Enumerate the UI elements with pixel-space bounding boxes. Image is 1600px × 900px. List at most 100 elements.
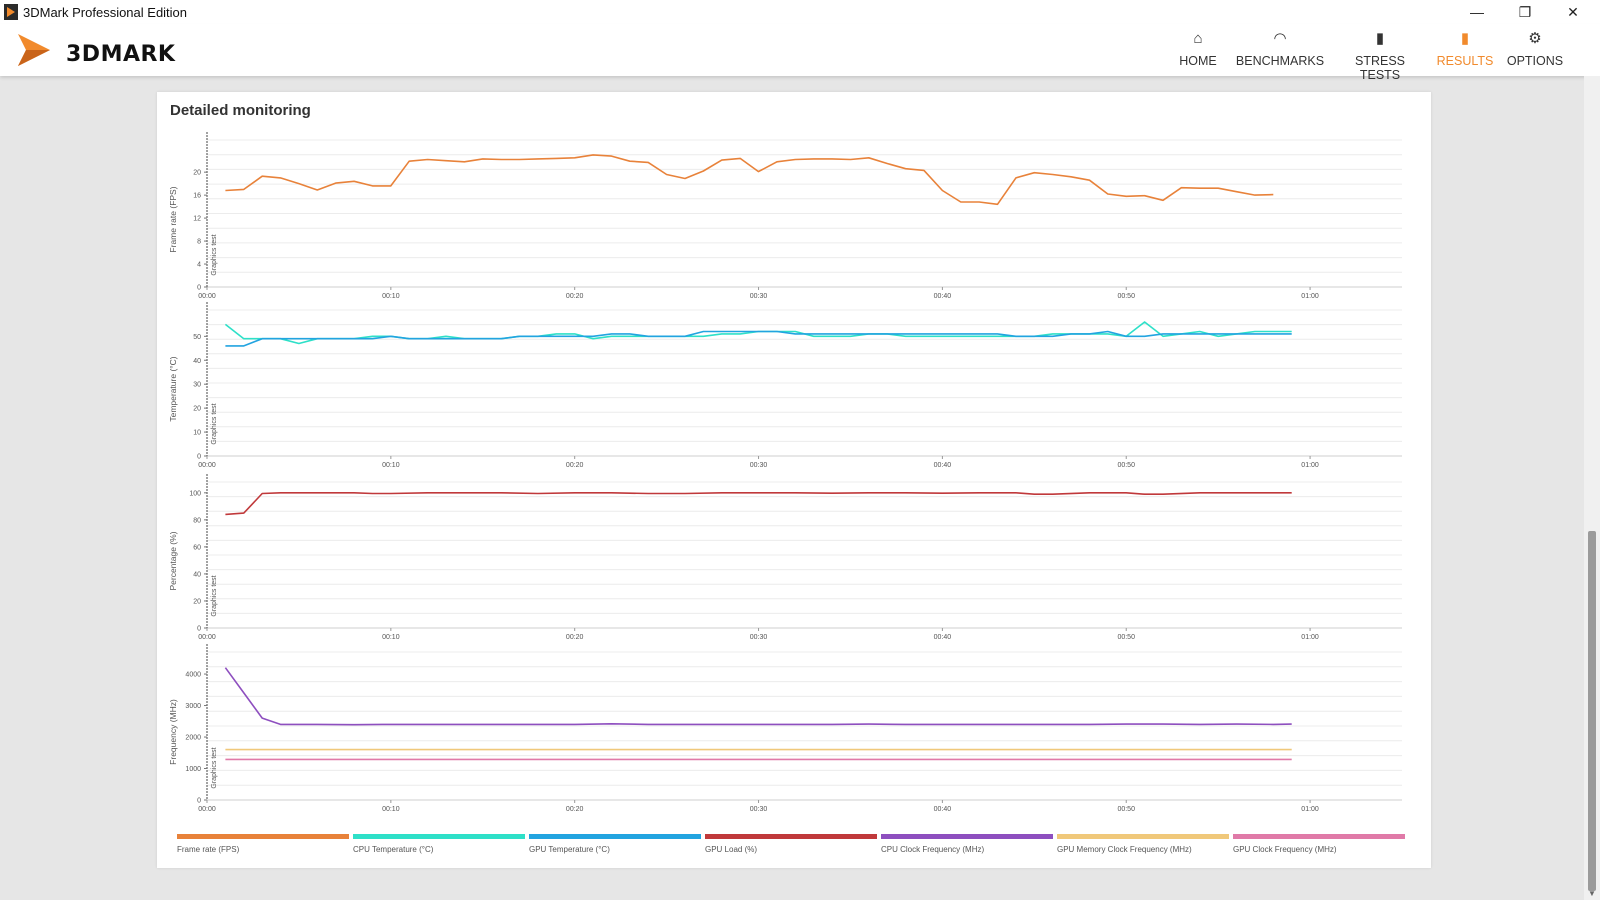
- legend-item[interactable]: GPU Temperature (°C): [529, 834, 701, 854]
- y-axis-label: Frame rate (FPS): [168, 186, 178, 252]
- x-tick-label: 01:00: [1301, 634, 1319, 641]
- x-tick-label: 00:50: [1117, 634, 1135, 641]
- y-tick-label: 10: [193, 430, 201, 437]
- band-label: Graphics test: [211, 403, 218, 444]
- x-tick-label: 00:30: [750, 634, 768, 641]
- nav-stress-tests-label: STRESS TESTS: [1354, 54, 1405, 82]
- legend-item[interactable]: Frame rate (FPS): [177, 834, 349, 854]
- x-tick-label: 00:40: [934, 806, 952, 813]
- y-tick-label: 100: [189, 490, 201, 497]
- nav-benchmarks[interactable]: ◠ BENCHMARKS: [1234, 28, 1326, 68]
- x-tick-label: 01:00: [1301, 806, 1319, 813]
- y-axis-label: Frequency (MHz): [168, 699, 178, 765]
- series-line: [225, 330, 1292, 347]
- app-icon: [4, 4, 18, 20]
- band-label: Graphics test: [211, 234, 218, 275]
- nav-options-label: OPTIONS: [1506, 54, 1564, 68]
- detailed-monitoring-panel: Detailed monitoring 0 4 8 12 16 20 00:00 00:10 0…: [157, 92, 1431, 868]
- x-tick-label: 00:50: [1117, 806, 1135, 813]
- legend-swatch: [177, 834, 349, 839]
- logo-chevron-icon: [18, 34, 50, 66]
- nav-home[interactable]: ⌂ HOME: [1174, 28, 1222, 68]
- legend-item[interactable]: GPU Memory Clock Frequency (MHz): [1057, 834, 1229, 854]
- nav-benchmarks-label: BENCHMARKS: [1235, 54, 1325, 68]
- y-tick-label: 16: [193, 193, 201, 200]
- legend-label: CPU Temperature (°C): [353, 845, 434, 854]
- x-tick-label: 00:40: [934, 462, 952, 469]
- scroll-down-arrow-icon[interactable]: ▼: [1588, 889, 1596, 898]
- results-icon: ▮: [1460, 30, 1470, 47]
- series-line: [224, 667, 1292, 726]
- legend-item[interactable]: CPU Clock Frequency (MHz): [881, 834, 1053, 854]
- legend-label: GPU Temperature (°C): [529, 845, 610, 854]
- x-tick-label: 00:00: [198, 462, 216, 469]
- y-tick-label: 0: [197, 454, 201, 461]
- x-tick-label: 00:50: [1117, 293, 1135, 300]
- nav-stress-tests[interactable]: ▮ STRESS TESTS: [1336, 28, 1424, 82]
- y-tick-label: 80: [193, 517, 201, 524]
- legend-label: GPU Load (%): [705, 845, 758, 854]
- x-tick-label: 00:40: [934, 634, 952, 641]
- window-title: 3DMark Professional Edition: [23, 5, 188, 20]
- legend-label: Frame rate (FPS): [177, 845, 240, 854]
- 3dmark-logo[interactable]: 3DMARK: [16, 30, 186, 70]
- y-axis-label: Temperature (°C): [168, 356, 178, 421]
- nav-options[interactable]: ⚙ OPTIONS: [1506, 28, 1564, 68]
- legend-swatch: [353, 834, 525, 839]
- legend-swatch: [1233, 834, 1405, 839]
- legend-swatch: [881, 834, 1053, 839]
- x-tick-label: 00:10: [382, 806, 400, 813]
- x-tick-label: 00:30: [750, 806, 768, 813]
- scrollbar-thumb[interactable]: [1588, 531, 1596, 891]
- y-tick-label: 20: [193, 598, 201, 605]
- minimize-button[interactable]: —: [1470, 4, 1484, 20]
- gauge-icon: ◠: [1273, 30, 1287, 47]
- legend-swatch: [1057, 834, 1229, 839]
- y-tick-label: 30: [193, 382, 201, 389]
- x-tick-label: 00:30: [750, 462, 768, 469]
- y-tick-label: 0: [197, 285, 201, 292]
- close-button[interactable]: ✕: [1567, 4, 1579, 20]
- x-tick-label: 00:10: [382, 634, 400, 641]
- x-tick-label: 00:20: [566, 462, 584, 469]
- x-tick-label: 00:00: [198, 293, 216, 300]
- monitoring-charts: 0 4 8 12 16 20 00:00 00:10 00:20 00:30 00:40 00:50 0…: [168, 132, 1402, 813]
- chart-legend: Frame rate (FPS) CPU Temperature (°C) GPU …: [177, 834, 1417, 864]
- nav-home-label: HOME: [1179, 54, 1217, 68]
- y-tick-label: 4000: [185, 672, 201, 679]
- y-tick-label: 0: [197, 626, 201, 633]
- legend-item[interactable]: GPU Clock Frequency (MHz): [1233, 834, 1405, 854]
- app-header: 3DMARK ⌂ HOME ◠ BENCHMARKS ▮ STRESS TEST…: [0, 24, 1600, 82]
- x-tick-label: 00:20: [566, 634, 584, 641]
- x-tick-label: 00:10: [382, 462, 400, 469]
- legend-item[interactable]: GPU Load (%): [705, 834, 877, 854]
- y-tick-label: 60: [193, 544, 201, 551]
- nav-results[interactable]: ▮ RESULTS: [1436, 28, 1494, 68]
- legend-swatch: [529, 834, 701, 839]
- title-bar: 3DMark Professional Edition — ❐ ✕: [0, 0, 1600, 24]
- x-tick-label: 01:00: [1301, 462, 1319, 469]
- band-label: Graphics test: [211, 575, 218, 616]
- vertical-scrollbar[interactable]: ▼: [1584, 76, 1600, 900]
- y-tick-label: 2000: [185, 735, 201, 742]
- x-tick-label: 00:40: [934, 293, 952, 300]
- y-tick-label: 0: [197, 798, 201, 805]
- x-tick-label: 00:00: [198, 634, 216, 641]
- y-tick-label: 8: [197, 239, 201, 246]
- band-label: Graphics test: [211, 747, 218, 788]
- x-tick-label: 00:10: [382, 293, 400, 300]
- legend-item[interactable]: CPU Temperature (°C): [353, 834, 525, 854]
- legend-label: GPU Memory Clock Frequency (MHz): [1057, 845, 1192, 854]
- y-tick-label: 50: [193, 334, 201, 341]
- x-tick-label: 00:00: [198, 806, 216, 813]
- series-line: [224, 321, 1292, 345]
- legend-label: CPU Clock Frequency (MHz): [881, 845, 985, 854]
- legend-swatch: [705, 834, 877, 839]
- home-icon: ⌂: [1193, 30, 1203, 47]
- restore-button[interactable]: ❐: [1518, 4, 1532, 20]
- section-title: Detailed monitoring: [170, 102, 311, 119]
- nav-results-label: RESULTS: [1436, 54, 1494, 68]
- y-axis-label: Percentage (%): [168, 531, 178, 590]
- y-tick-label: 40: [193, 358, 201, 365]
- gear-icon: ⚙: [1528, 30, 1542, 47]
